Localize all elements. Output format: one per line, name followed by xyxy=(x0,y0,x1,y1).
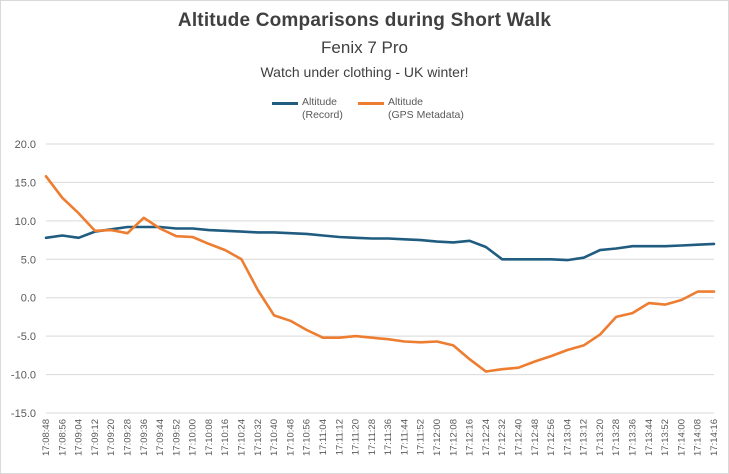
x-tick-label: 17:12:32 xyxy=(497,419,508,456)
legend-item-gps: Altitude (GPS Metadata) xyxy=(358,96,464,122)
x-tick-label: 17:11:04 xyxy=(318,419,329,455)
x-tick-label: 17:08:56 xyxy=(57,419,68,456)
x-tick-label: 17:12:40 xyxy=(513,419,524,456)
chart-title: Altitude Comparisons during Short Walk xyxy=(177,10,552,31)
x-tick-label: 17:11:28 xyxy=(367,419,378,455)
legend-item-record: Altitude (Record) xyxy=(272,96,343,122)
series-line-0 xyxy=(44,225,716,262)
x-tick-label: 17:09:04 xyxy=(74,419,85,456)
x-tick-label: 17:11:52 xyxy=(416,419,427,455)
x-tick-label: 17:11:44 xyxy=(399,419,410,455)
x-tick-label: 17:09:44 xyxy=(155,419,166,456)
y-tick-label: 5.0 xyxy=(21,254,36,266)
x-tick-label: 17:10:48 xyxy=(285,419,296,456)
x-tick-label: 17:13:04 xyxy=(562,419,573,456)
x-tick-label: 17:13:52 xyxy=(660,419,671,456)
x-tick-label: 17:11:12 xyxy=(334,419,345,455)
x-tick-label: 17:13:20 xyxy=(595,419,606,456)
x-tick-label: 17:14:16 xyxy=(709,419,720,456)
y-tick-label: 20.0 xyxy=(15,139,36,151)
legend: Altitude (Record) Altitude (GPS Metadata… xyxy=(0,96,729,126)
chart-subtitle: Fenix 7 Pro xyxy=(321,38,408,57)
x-tick-label: 17:12:48 xyxy=(530,419,541,456)
legend-swatch-gps xyxy=(358,102,384,105)
series-line-1 xyxy=(44,175,716,373)
y-tick-label: -5.0 xyxy=(17,331,36,343)
x-tick-label: 17:13:28 xyxy=(611,419,622,456)
y-tick-label: 15.0 xyxy=(15,177,36,189)
x-tick-label: 17:14:00 xyxy=(676,419,687,456)
x-tick-label: 17:13:44 xyxy=(644,419,655,456)
x-tick-label: 17:10:56 xyxy=(302,419,313,456)
x-tick-label: 17:10:00 xyxy=(188,419,199,456)
y-tick-label: 0.0 xyxy=(21,293,36,305)
x-tick-label: 17:10:16 xyxy=(220,419,231,456)
x-tick-label: 17:12:24 xyxy=(481,419,492,456)
x-tick-label: 17:12:00 xyxy=(432,419,443,456)
x-tick-label: 17:13:36 xyxy=(628,419,639,456)
legend-label-record: Altitude (Record) xyxy=(302,96,343,121)
x-tick-label: 17:14:08 xyxy=(693,419,704,456)
legend-label-gps: Altitude (GPS Metadata) xyxy=(388,96,464,121)
x-tick-label: 17:12:56 xyxy=(546,419,557,456)
x-tick-label: 17:10:08 xyxy=(204,419,215,456)
y-tick-label: 10.0 xyxy=(15,216,36,228)
y-tick-label: -10.0 xyxy=(11,370,36,382)
x-tick-label: 17:12:08 xyxy=(448,419,459,456)
x-tick-label: 17:10:24 xyxy=(237,419,248,456)
x-tick-label: 17:11:20 xyxy=(351,419,362,455)
x-tick-label: 17:09:52 xyxy=(171,419,182,456)
legend-swatch-record xyxy=(272,102,298,105)
x-tick-label: 17:09:20 xyxy=(106,419,117,456)
x-tick-label: 17:09:12 xyxy=(90,419,101,456)
chart-subtitle-2: Watch under clothing - UK winter! xyxy=(260,64,469,80)
x-tick-label: 17:09:36 xyxy=(139,419,150,456)
x-tick-label: 17:11:36 xyxy=(383,419,394,455)
x-tick-label: 17:08:48 xyxy=(41,419,52,456)
y-tick-label: -15.0 xyxy=(11,408,36,420)
x-tick-label: 17:10:32 xyxy=(253,419,264,456)
x-tick-label: 17:12:16 xyxy=(465,419,476,456)
x-tick-label: 17:10:40 xyxy=(269,419,280,456)
x-tick-label: 17:09:28 xyxy=(122,419,133,456)
x-tick-label: 17:13:12 xyxy=(579,419,590,456)
